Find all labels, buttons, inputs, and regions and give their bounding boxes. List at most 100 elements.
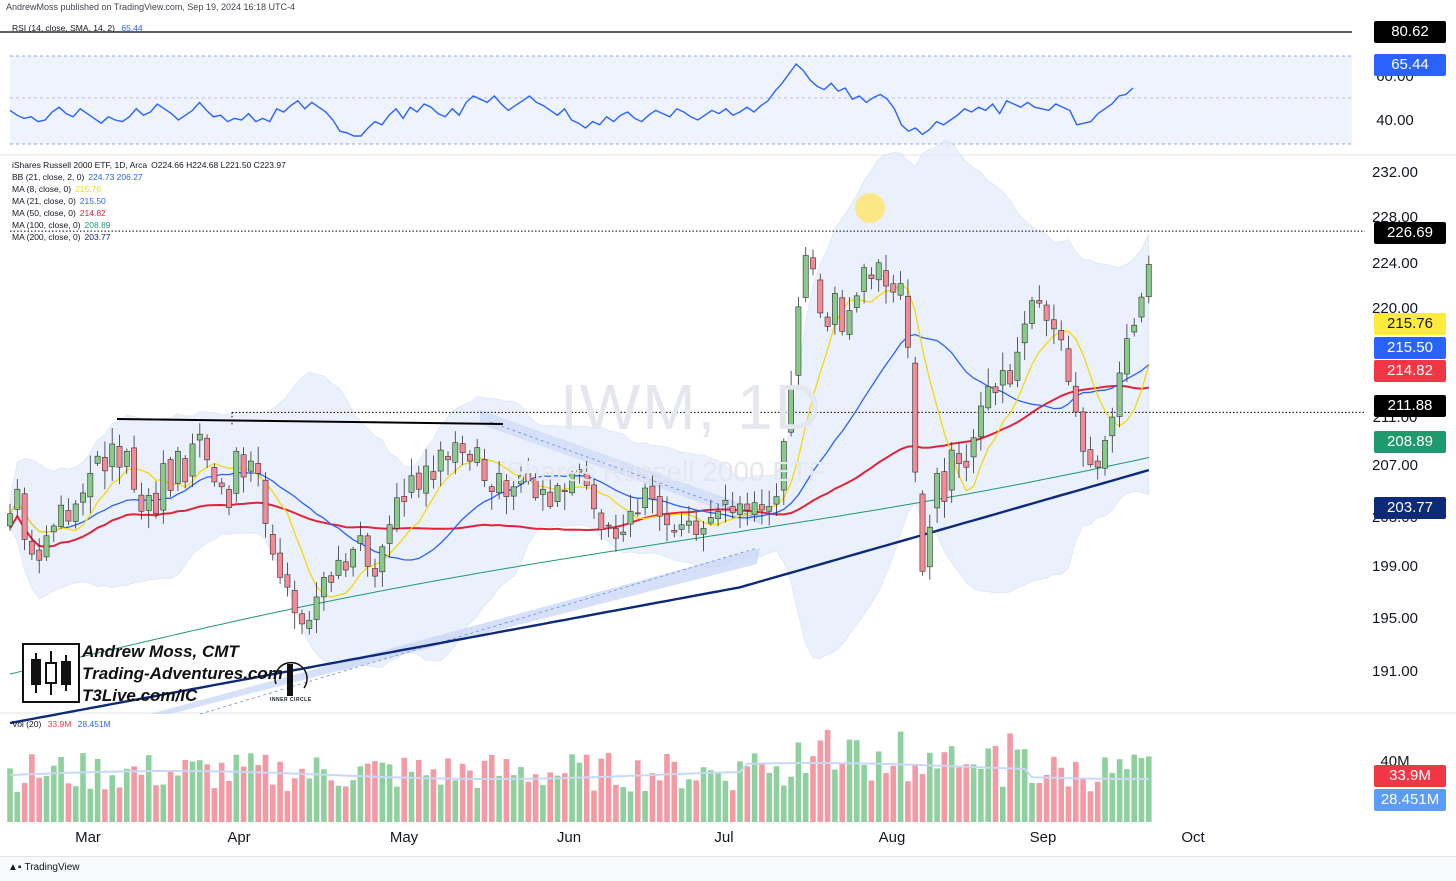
candle-body	[788, 388, 794, 433]
volume-bar	[846, 739, 853, 822]
volume-bar	[1014, 749, 1021, 822]
candle-body	[992, 386, 999, 393]
volume-bar	[124, 768, 130, 822]
volume-bar	[503, 759, 510, 822]
candle-body	[758, 504, 765, 511]
volume-bar	[875, 751, 882, 822]
candle-body	[525, 473, 532, 481]
candle-body	[583, 472, 590, 486]
volume-bar	[255, 764, 261, 822]
candle-body	[43, 535, 50, 558]
volume-bar	[824, 729, 831, 822]
candle-body	[218, 482, 225, 488]
candle-body	[547, 491, 554, 507]
volume-bar	[21, 782, 28, 822]
candle-body	[357, 535, 364, 544]
candle-body	[890, 283, 897, 293]
volume-bar	[671, 761, 678, 822]
volume-bar	[102, 789, 108, 822]
candle-body	[1124, 338, 1130, 375]
volume-bar	[240, 766, 247, 822]
volume-legend-value1: 33.9M	[47, 719, 72, 729]
volume-bar	[65, 783, 72, 822]
volume-bar	[51, 765, 57, 822]
volume-bar	[963, 764, 970, 822]
volume-bar	[751, 753, 758, 822]
candle-body	[94, 455, 101, 464]
volume-bar	[912, 764, 918, 822]
month-label-apr: Apr	[227, 829, 251, 846]
candle-body	[423, 465, 429, 494]
candle-body	[831, 293, 838, 325]
candle-body	[452, 442, 459, 463]
volume-bar	[810, 756, 816, 822]
candle-body	[65, 510, 72, 522]
volume-bar	[905, 781, 911, 822]
candle-body	[291, 590, 298, 614]
volume-bar	[693, 780, 699, 822]
candle-body	[576, 469, 583, 473]
price-tick-195: 195.00	[1372, 610, 1418, 627]
price-legend[interactable]: iShares Russell 2000 ETF, 1D, Arca O224.6…	[12, 159, 286, 243]
candle-body	[518, 475, 524, 485]
volume-bar	[175, 775, 181, 822]
candle-body	[408, 475, 415, 493]
volume-bar	[7, 768, 13, 822]
brand-url: T3Live.com/IC	[82, 686, 198, 705]
volume-bar	[540, 785, 546, 822]
rsi-legend[interactable]: RSI (14, close, SMA, 14, 2) 65.44	[12, 22, 143, 34]
volume-bar	[788, 776, 794, 822]
volume-bar	[1124, 769, 1130, 822]
volume-bar	[29, 754, 35, 822]
volume-bar	[43, 775, 50, 822]
month-label-oct: Oct	[1181, 829, 1205, 846]
candle-body	[1080, 411, 1086, 452]
volume-bar	[1146, 756, 1152, 822]
price-legend-row: MA (100, close, 0) 208.89	[12, 219, 286, 231]
candle-body	[1051, 319, 1057, 330]
volume-bar	[357, 766, 364, 822]
candle-body	[926, 526, 933, 568]
rsi-tick-40: 40.00	[1376, 112, 1414, 129]
candle-body	[948, 449, 955, 491]
volume-bar	[160, 784, 167, 822]
candle-body	[109, 443, 116, 467]
inner-circle-text: INNER CIRCLE	[270, 697, 312, 703]
volume-bar	[890, 765, 897, 822]
price-tick-207: 207.00	[1372, 457, 1418, 474]
candle-body	[605, 524, 612, 527]
candle-body	[707, 517, 714, 524]
candle-body	[1131, 324, 1138, 333]
volume-bar	[1116, 759, 1123, 822]
volume-bar	[1021, 749, 1028, 822]
volume-bar	[620, 787, 626, 822]
month-label-sep: Sep	[1029, 829, 1057, 846]
candle-body	[204, 437, 210, 461]
volume-legend-value2: 28.451M	[77, 719, 111, 729]
candle-body	[372, 568, 378, 577]
candle-body	[211, 467, 218, 483]
volume-legend-label: Vol (20)	[12, 719, 42, 729]
price-legend-label: iShares Russell 2000 ETF, 1D, Arca	[12, 160, 148, 170]
candle-body	[138, 494, 145, 512]
candle-body	[897, 283, 904, 296]
candle-body	[802, 255, 809, 298]
volume-bar	[306, 778, 313, 822]
tradingview-brand[interactable]: ▲▪ TradingView	[8, 862, 80, 873]
candle-body	[620, 531, 627, 535]
volume-bar	[321, 769, 327, 822]
candle-body	[700, 528, 707, 535]
volume-bar	[532, 774, 539, 822]
volume-bar	[445, 758, 451, 822]
price-legend-row: iShares Russell 2000 ETF, 1D, Arca O224.6…	[12, 159, 286, 171]
price-tag-ma200: 203.77	[1374, 497, 1446, 519]
volume-bar	[189, 761, 196, 822]
volume-bar	[437, 784, 444, 822]
candle-body	[277, 552, 283, 578]
volume-bar	[1094, 781, 1101, 822]
volume-legend[interactable]: Vol (20) 33.9M 28.451M	[12, 718, 111, 730]
candle-body	[883, 270, 889, 287]
candle-body	[868, 274, 875, 279]
volume-bar	[116, 787, 123, 822]
brand-name: Andrew Moss, CMT	[82, 642, 239, 661]
